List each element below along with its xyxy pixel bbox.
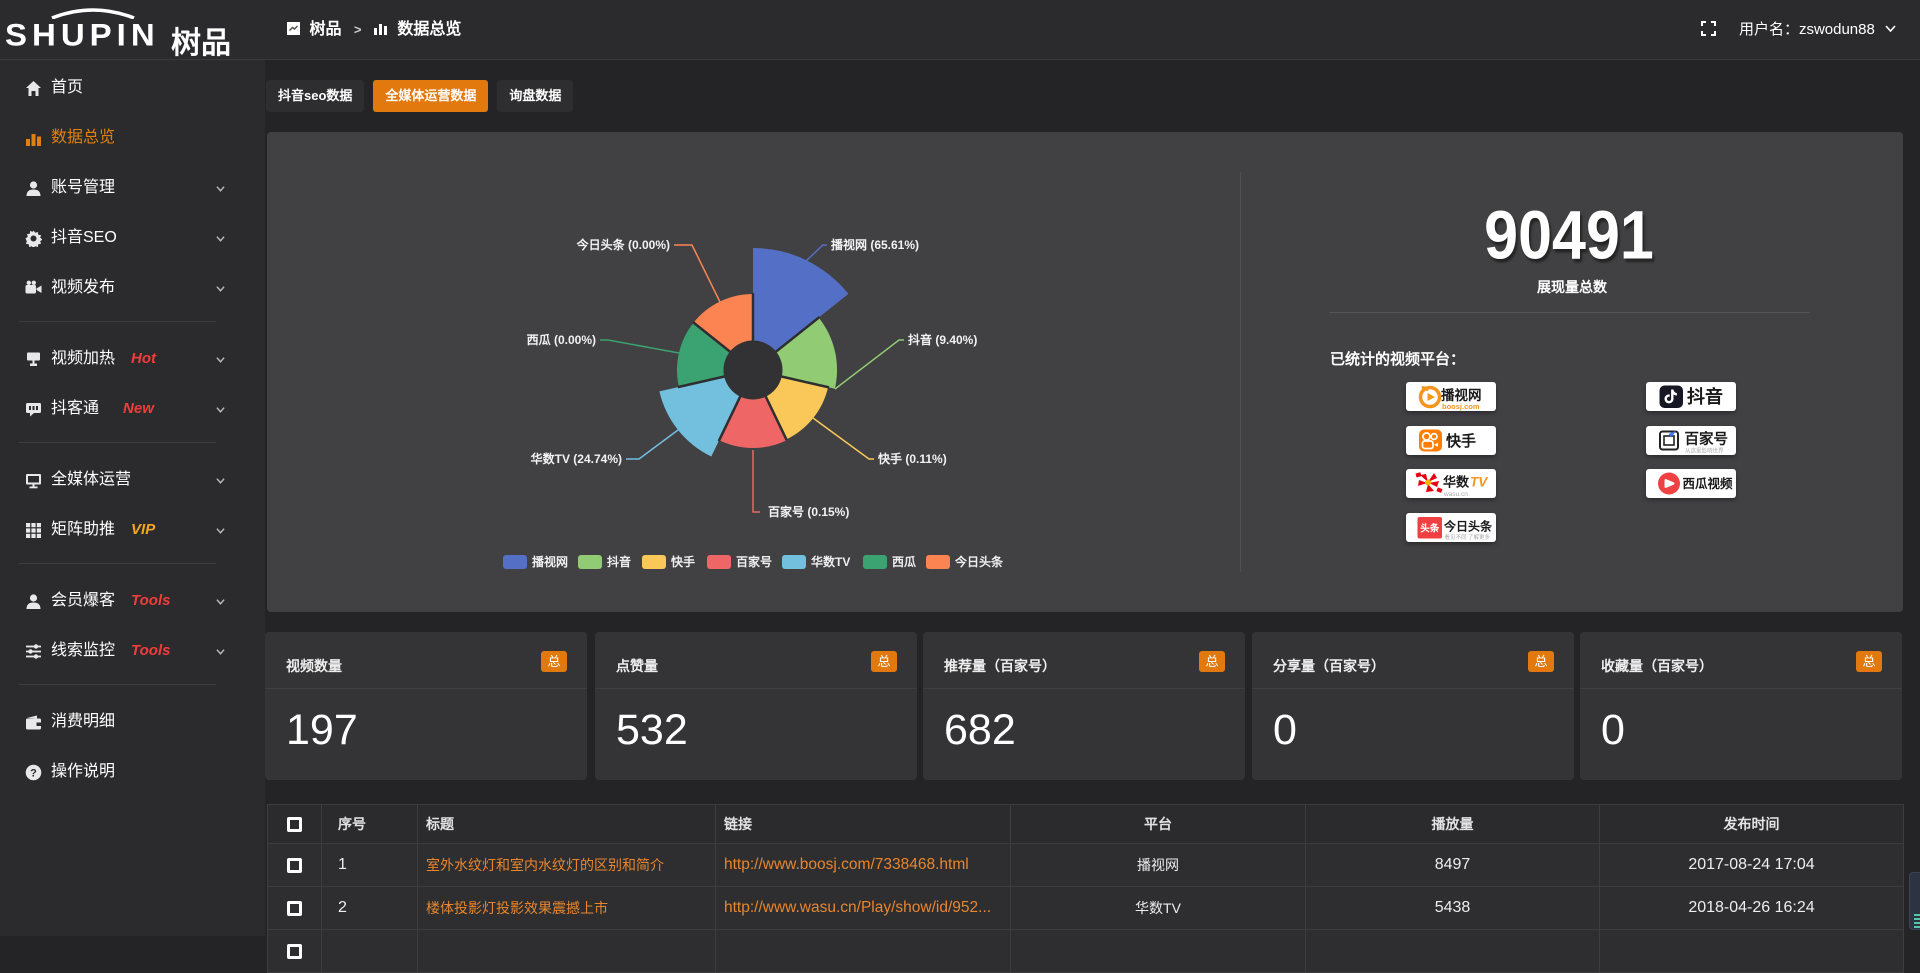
svg-text:今日头条 (0.00%): 今日头条 (0.00%) [576, 237, 670, 252]
svg-text:快手: 快手 [1446, 432, 1476, 450]
svg-text:?: ? [30, 768, 37, 780]
svg-text:看见不同 了解更多: 看见不同 了解更多 [1445, 533, 1491, 541]
svg-text:从这里影响世界: 从这里影响世界 [1685, 447, 1724, 455]
svg-text:华数TV (24.74%): 华数TV (24.74%) [531, 451, 622, 466]
svg-text:播视网 (65.61%): 播视网 (65.61%) [831, 237, 919, 252]
svg-text:boosj.com: boosj.com [1442, 402, 1480, 411]
svg-text:播视网: 播视网 [1441, 387, 1482, 403]
svg-text:今日头条: 今日头条 [1443, 519, 1493, 534]
svg-text:快手 (0.11%): 快手 (0.11%) [878, 451, 947, 466]
svg-text:抖音: 抖音 [1687, 386, 1723, 407]
svg-text:头条: 头条 [1420, 523, 1440, 535]
svg-text:华数: 华数 [1443, 475, 1470, 490]
svg-text:西瓜 (0.00%): 西瓜 (0.00%) [527, 333, 596, 347]
svg-text:抖音 (9.40%): 抖音 (9.40%) [908, 332, 977, 347]
svg-text:西瓜视频: 西瓜视频 [1683, 476, 1734, 491]
svg-text:wasu.cn: wasu.cn [1443, 491, 1468, 498]
svg-text:TV: TV [1470, 475, 1488, 490]
svg-text:百家号 (0.15%): 百家号 (0.15%) [768, 504, 849, 519]
svg-text:百家号: 百家号 [1685, 430, 1729, 448]
